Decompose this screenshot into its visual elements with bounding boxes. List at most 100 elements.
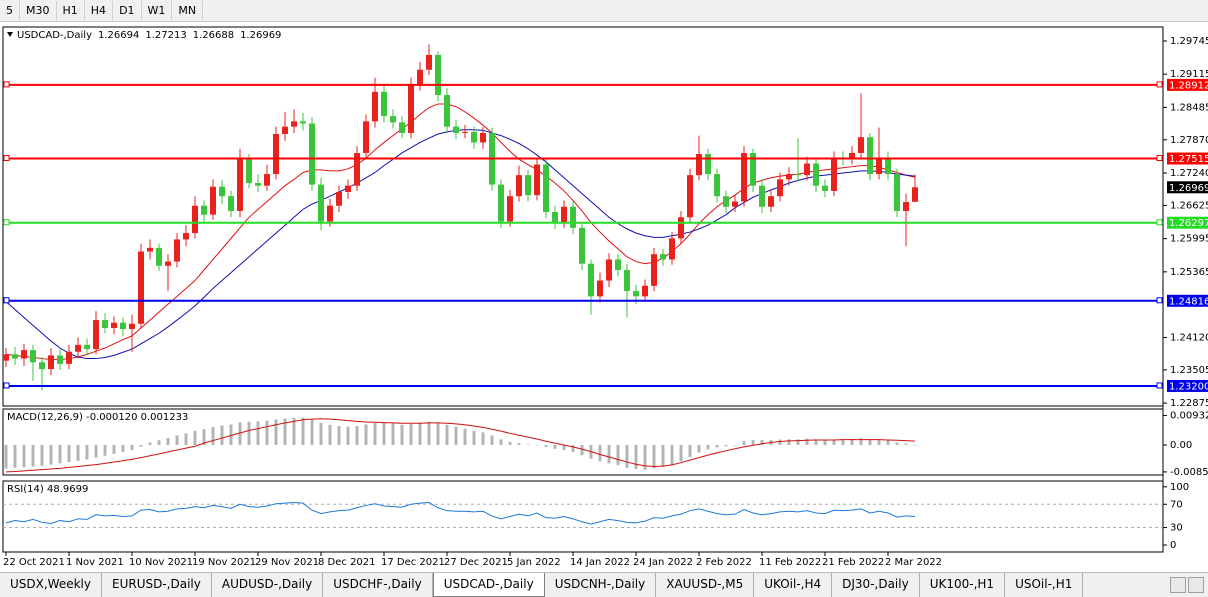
timeframe-button[interactable]: H4: [85, 1, 114, 20]
y-tick-label: 1.25365: [1170, 267, 1208, 278]
level-handle: [3, 155, 10, 162]
macd-bar: [886, 440, 890, 445]
chart-tab[interactable]: AUDUSD-,Daily: [212, 573, 324, 597]
y-tick-label: 1.27240: [1170, 168, 1208, 179]
candle-body: [264, 174, 270, 186]
macd-bar: [463, 428, 467, 445]
level-price-tag: [1167, 379, 1208, 392]
candle-body: [309, 123, 315, 185]
tab-right-arrow[interactable]: [1188, 577, 1204, 593]
macd-bar: [670, 445, 674, 465]
candle-body: [408, 84, 414, 133]
current-price-label: 1.26969: [1169, 183, 1208, 194]
chart-tab[interactable]: UK100-,H1: [920, 573, 1006, 597]
candle-body: [444, 94, 450, 127]
macd-bar: [76, 445, 80, 461]
candle-body: [912, 187, 918, 202]
candle-body: [84, 344, 90, 350]
macd-bar: [49, 445, 53, 465]
level-price-label: 1.28912: [1169, 80, 1208, 91]
x-tick-label: 5 Jan 2022: [507, 557, 561, 568]
chart-tab[interactable]: USDCHF-,Daily: [323, 573, 433, 597]
macd-bar: [913, 445, 917, 446]
chart-tab[interactable]: USDX,Weekly: [0, 573, 102, 597]
candle-body: [246, 158, 252, 184]
chart-tab[interactable]: USOil-,H1: [1005, 573, 1084, 597]
macd-bar: [418, 422, 422, 445]
macd-bar: [427, 421, 431, 445]
macd-bar: [94, 445, 98, 458]
candle-body: [525, 175, 531, 196]
candle-body: [732, 201, 738, 207]
y-tick-label: 100: [1170, 482, 1189, 493]
y-tick-label: 30: [1170, 523, 1183, 534]
candle-body: [183, 233, 189, 240]
candle-body: [876, 158, 882, 175]
macd-bar: [724, 445, 728, 447]
level-handle: [3, 219, 10, 226]
macd-bar: [508, 441, 512, 445]
macd-bar: [112, 445, 116, 454]
candle-body: [381, 91, 387, 117]
macd-bar: [850, 439, 854, 445]
macd-bar: [103, 445, 107, 456]
candle-body: [12, 354, 18, 359]
candle-body: [282, 126, 288, 135]
candle-body: [336, 191, 342, 206]
timeframe-button[interactable]: W1: [142, 1, 173, 20]
macd-bar: [607, 445, 611, 464]
macd-bar: [859, 438, 863, 445]
chart-tab[interactable]: USDCNH-,Daily: [545, 573, 657, 597]
macd-bar: [382, 422, 386, 445]
candle-body: [255, 183, 261, 186]
timeframe-button[interactable]: D1: [113, 1, 142, 20]
chart-window: 1.29745 1.29115 1.28485 1.27870 1.27240 1.266…: [2, 26, 1208, 568]
chart-tab[interactable]: DJ30-,Daily: [832, 573, 920, 597]
macd-bar: [553, 445, 557, 449]
chart-tab[interactable]: XAUUSD-,M5: [656, 573, 755, 597]
level-handle: [1156, 81, 1163, 88]
y-tick-label: 0: [1170, 540, 1176, 551]
macd-bar: [481, 432, 485, 445]
candle-body: [390, 116, 396, 123]
timeframe-toolbar: 5 M30 H1 H4 D1 W1 MN: [0, 0, 1208, 22]
macd-bar: [175, 435, 179, 445]
macd-bar: [715, 445, 719, 448]
chart-tab[interactable]: USDCAD-,Daily: [432, 573, 545, 597]
macd-bar: [895, 442, 899, 445]
candle-body: [894, 174, 900, 211]
macd-bar: [625, 445, 629, 468]
chart-tab[interactable]: UKOil-,H4: [754, 573, 833, 597]
macd-bar: [40, 445, 44, 466]
macd-bar: [409, 424, 413, 445]
timeframe-button[interactable]: H1: [57, 1, 85, 20]
x-tick-label: 27 Dec 2021: [444, 557, 508, 568]
tab-left-arrow[interactable]: [1170, 577, 1186, 593]
x-tick-label: 1 Nov 2021: [66, 557, 124, 568]
timeframe-button[interactable]: MN: [172, 1, 204, 20]
macd-bar: [13, 445, 17, 468]
macd-bar: [130, 445, 134, 451]
chart-tab[interactable]: EURUSD-,Daily: [102, 573, 212, 597]
candle-body: [642, 285, 648, 297]
candle-body: [777, 179, 783, 197]
tab-scroll: [1170, 577, 1204, 593]
timeframe-button[interactable]: 5: [0, 1, 20, 20]
level-price-label: 1.23200: [1169, 381, 1208, 392]
macd-bar: [616, 445, 620, 466]
candle-body: [543, 164, 549, 213]
timeframe-button[interactable]: M30: [20, 1, 57, 20]
candle-body: [750, 152, 756, 186]
candle-body: [75, 344, 81, 352]
macd-bar: [256, 421, 260, 445]
candle-body: [318, 184, 324, 222]
candle-body: [210, 186, 216, 215]
candle-body: [102, 320, 108, 328]
macd-bar: [643, 445, 647, 470]
macd-bar: [274, 419, 278, 445]
candle-body: [516, 175, 522, 197]
candle-body: [192, 205, 198, 234]
x-tick-label: 24 Jan 2022: [633, 557, 693, 568]
macd-bar: [661, 445, 665, 468]
y-tick-label: 0.00: [1170, 440, 1192, 451]
